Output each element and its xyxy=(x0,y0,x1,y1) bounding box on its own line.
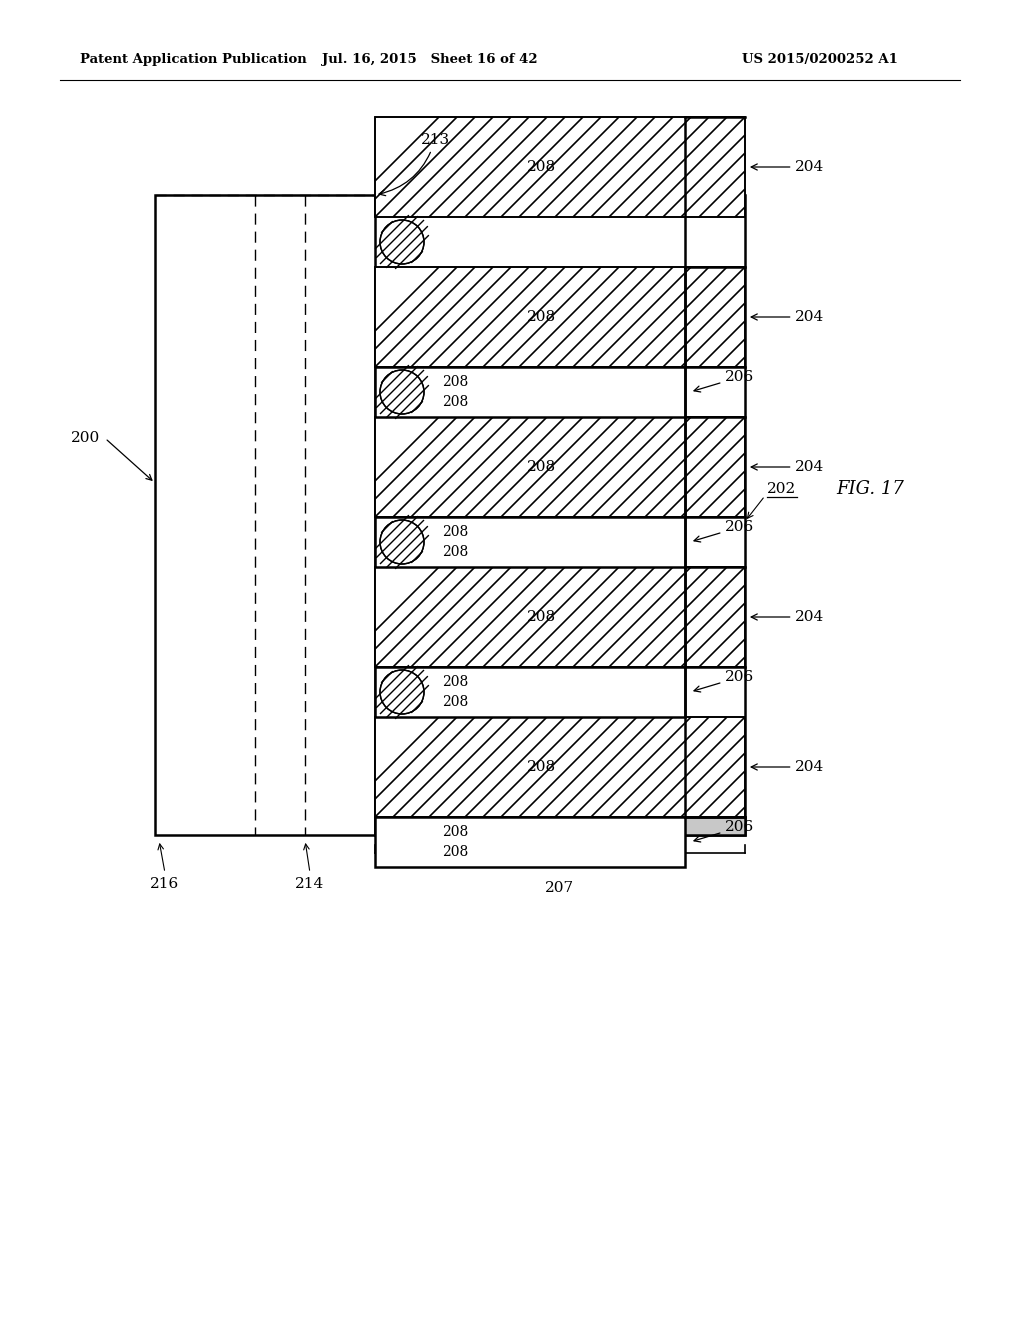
Text: 204: 204 xyxy=(752,459,824,474)
Bar xyxy=(375,267,745,367)
Text: 206: 206 xyxy=(694,671,755,692)
Bar xyxy=(375,517,685,568)
Bar xyxy=(375,267,745,367)
Text: 212: 212 xyxy=(406,531,434,545)
Bar xyxy=(375,717,745,817)
Bar xyxy=(375,568,745,667)
Text: 206: 206 xyxy=(694,520,755,543)
Bar xyxy=(375,417,745,517)
Circle shape xyxy=(380,370,424,414)
Text: 208: 208 xyxy=(442,545,468,558)
Bar xyxy=(375,817,745,836)
Text: US 2015/0200252 A1: US 2015/0200252 A1 xyxy=(742,54,898,66)
Text: 204: 204 xyxy=(752,310,824,323)
Text: 212: 212 xyxy=(406,681,434,696)
Bar xyxy=(375,817,685,867)
Bar xyxy=(375,417,745,517)
Text: 214: 214 xyxy=(295,876,325,891)
Bar xyxy=(375,667,685,717)
Bar xyxy=(375,117,745,216)
Text: Patent Application Publication: Patent Application Publication xyxy=(80,54,307,66)
Text: 202: 202 xyxy=(767,482,797,496)
Bar xyxy=(375,717,745,817)
Text: 204: 204 xyxy=(752,760,824,774)
Text: 208: 208 xyxy=(527,459,556,474)
Text: 208: 208 xyxy=(527,760,556,774)
Text: 212: 212 xyxy=(406,381,434,395)
Text: 208: 208 xyxy=(442,375,468,389)
Text: 204: 204 xyxy=(752,160,824,174)
Circle shape xyxy=(380,220,424,264)
Text: 208: 208 xyxy=(527,160,556,174)
Text: 207: 207 xyxy=(546,880,574,895)
Text: 200: 200 xyxy=(71,432,100,445)
Text: 204: 204 xyxy=(752,610,824,624)
Text: 208: 208 xyxy=(442,845,468,859)
Text: Jul. 16, 2015   Sheet 16 of 42: Jul. 16, 2015 Sheet 16 of 42 xyxy=(323,54,538,66)
Text: 206: 206 xyxy=(694,370,755,392)
Text: 208: 208 xyxy=(442,675,468,689)
Bar xyxy=(375,568,745,667)
Text: 216: 216 xyxy=(151,876,179,891)
Bar xyxy=(375,117,745,216)
Text: 208: 208 xyxy=(442,525,468,539)
Circle shape xyxy=(380,671,424,714)
Text: 208: 208 xyxy=(442,825,468,840)
Text: 212: 212 xyxy=(406,832,434,845)
Text: 208: 208 xyxy=(442,395,468,409)
Bar xyxy=(155,195,745,836)
Text: 208: 208 xyxy=(442,696,468,709)
Text: 206: 206 xyxy=(694,820,755,842)
Bar xyxy=(375,367,685,417)
Text: 213: 213 xyxy=(379,133,450,195)
Text: 208: 208 xyxy=(527,610,556,624)
Text: 208: 208 xyxy=(527,310,556,323)
Circle shape xyxy=(380,520,424,564)
Text: FIG. 17: FIG. 17 xyxy=(836,480,904,499)
